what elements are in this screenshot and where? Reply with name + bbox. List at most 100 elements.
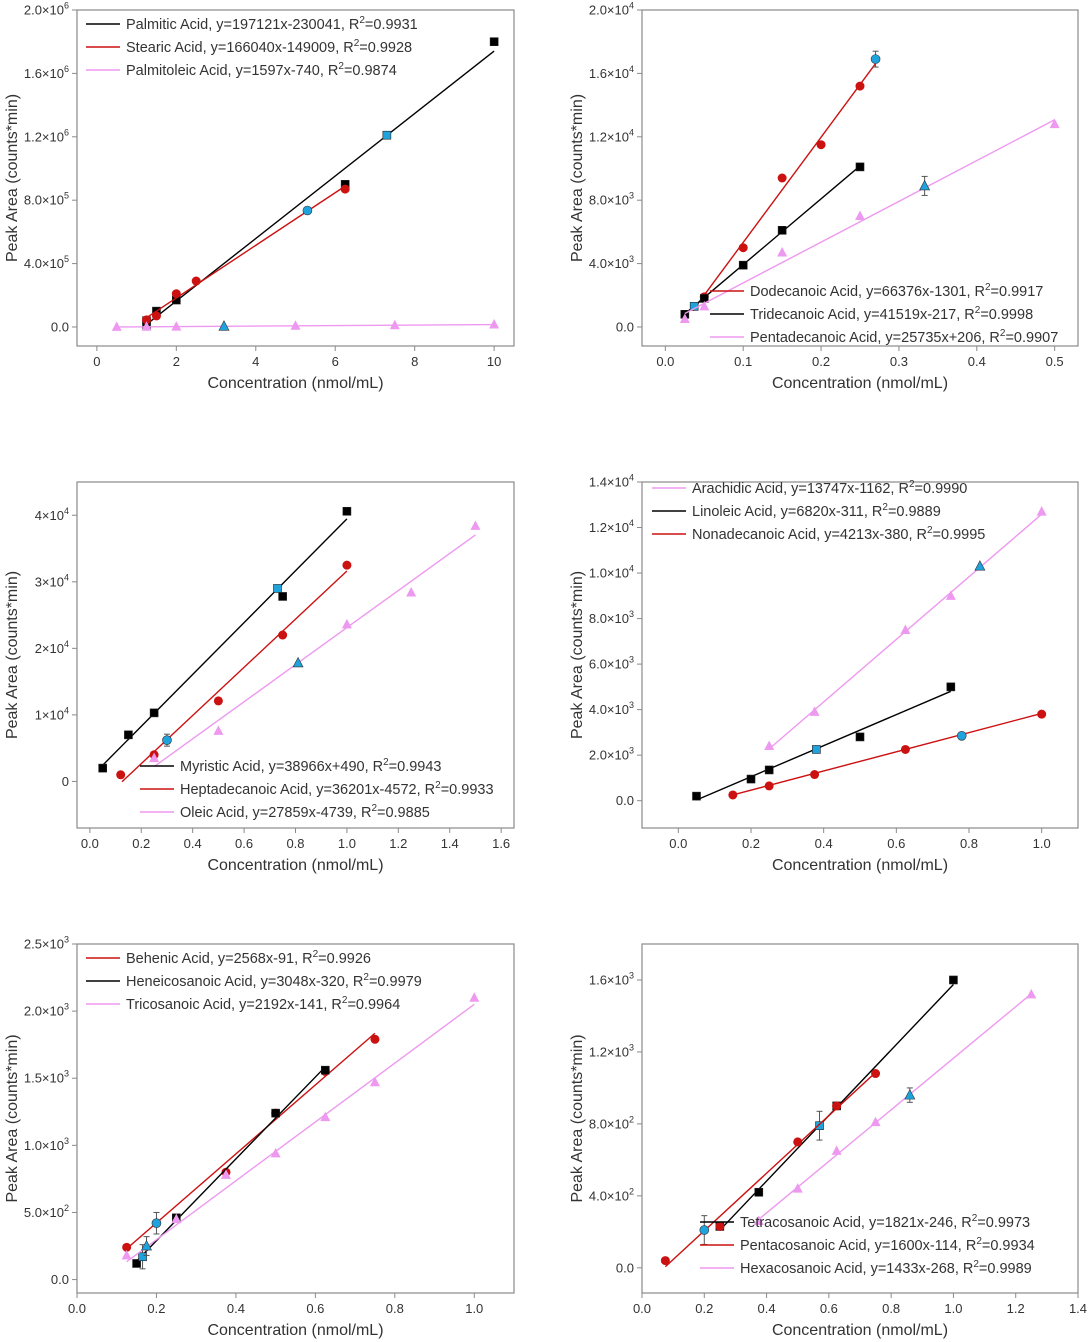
y-tick-label: 1.2×106: [24, 127, 69, 144]
legend-label: Tricosanoic Acid, y=2192x-141, R2=0.9964: [126, 995, 400, 1013]
chart-panel-3: 0.0 0.2 0.4 0.6 0.8 1.0 1.2 1.4 1.6 0 1×104 2×104 3×…: [4, 481, 515, 874]
data-point: [149, 708, 159, 718]
data-point: [470, 520, 481, 530]
sample-point: [812, 745, 821, 754]
x-tick-label: 0.8: [882, 1301, 900, 1316]
series-myristic-acid: [98, 506, 352, 773]
x-axis-label: Concentration (nmol/mL): [207, 1322, 383, 1339]
data-point: [270, 1147, 281, 1158]
x-tick-label: 0.0: [633, 1301, 651, 1316]
data-point: [142, 315, 152, 325]
data-point: [946, 682, 956, 692]
x-tick-label: 0.2: [147, 1301, 165, 1316]
data-point: [489, 319, 500, 329]
data-point: [900, 744, 910, 754]
data-point: [738, 260, 748, 270]
y-tick-label: 0.0: [51, 319, 69, 334]
data-point: [1036, 506, 1047, 516]
data-point: [855, 732, 865, 742]
data-point: [692, 791, 701, 801]
x-tick-label: 0.2: [695, 1301, 713, 1316]
legend-label: Heptadecanoic Acid, y=36201x-4572, R2=0.…: [180, 780, 494, 798]
data-point: [746, 774, 756, 784]
y-tick-label: 1.6×106: [24, 64, 69, 81]
data-point: [290, 320, 301, 330]
legend-label: Arachidic Acid, y=13747x-1162, R2=0.9990: [692, 479, 967, 497]
x-tick-label: 1.0: [1033, 836, 1051, 851]
data-point: [871, 1069, 881, 1079]
data-point: [900, 624, 911, 634]
sample-point: [919, 179, 931, 191]
y-tick-label: 2.0×103: [589, 746, 634, 763]
sample-point: [141, 1239, 153, 1251]
x-tick-label: 0.3: [890, 354, 908, 369]
x-tick-label: 0.4: [758, 1301, 776, 1316]
y-tick-label: 2.0×106: [24, 1, 69, 18]
legend-label: Pentacosanoic Acid, y=1600x-114, R2=0.99…: [740, 1236, 1035, 1254]
x-tick-label: 1.2: [389, 836, 407, 851]
data-point: [679, 313, 690, 324]
data-point: [132, 1259, 141, 1268]
data-point: [809, 706, 820, 716]
y-tick-label: 1.4×104: [589, 473, 634, 490]
x-tick-label: 0.5: [1046, 354, 1064, 369]
y-tick-label: 8.0×105: [24, 191, 69, 208]
y-tick-label: 8.0×103: [589, 191, 634, 208]
y-tick-label: 1×104: [35, 705, 69, 722]
x-tick-label: 1.4: [441, 836, 459, 851]
data-point: [793, 1137, 803, 1147]
x-tick-label: 0.6: [306, 1301, 324, 1316]
data-point: [754, 1187, 764, 1197]
fit-line: [136, 1066, 326, 1262]
data-point: [489, 37, 499, 46]
x-tick-label: 8: [411, 354, 418, 369]
data-point: [278, 592, 287, 601]
y-tick-label: 2.0×104: [589, 1, 634, 18]
y-tick-label: 2.5×103: [24, 935, 69, 952]
y-tick-label: 1.2×103: [589, 1042, 634, 1059]
series-pentadecanoic-acid: [679, 118, 1060, 324]
data-point: [855, 210, 865, 221]
y-tick-label: 8.0×102: [589, 1114, 634, 1131]
data-point: [1049, 118, 1060, 129]
chart-panel-2: 0.0 0.1 0.2 0.3 0.4 0.5 0.0 4.0×103 8.0×103 1.2×1…: [569, 1, 1079, 392]
data-point: [340, 184, 350, 194]
sample-point: [956, 731, 967, 741]
series-tricosanoic-acid: [121, 992, 480, 1263]
y-tick-label: 1.2×104: [589, 518, 634, 535]
data-point: [870, 1116, 881, 1127]
legend-label: Myristic Acid, y=38966x+490, R2=0.9943: [180, 757, 442, 775]
series-heptadecanoic-acid: [116, 560, 352, 783]
x-tick-label: 4: [252, 354, 259, 369]
data-point: [141, 321, 152, 331]
legend-label: Linoleic Acid, y=6820x-311, R2=0.9889: [692, 502, 941, 520]
y-axis-label: Peak Area (counts*min): [4, 94, 21, 262]
legend: Tetracosanoic Acid, y=1821x-246, R2=0.99…: [700, 1213, 1035, 1277]
chart-panel-1: 0 2 4 6 8 10 0.0 4.0×105 8.0×105 1.2×106 1.6×106 2.…: [4, 1, 515, 392]
x-tick-label: 10: [487, 354, 501, 369]
sample-point: [138, 1252, 147, 1262]
x-tick-label: 0.6: [820, 1301, 838, 1316]
fit-line: [116, 323, 495, 328]
fit-line: [684, 119, 1055, 315]
legend: Arachidic Acid, y=13747x-1162, R2=0.9990…: [652, 479, 985, 543]
y-axis-label: Peak Area (counts*min): [4, 571, 21, 739]
plot-frame: [76, 481, 515, 829]
y-axis-label: Peak Area (counts*min): [569, 94, 586, 262]
series-palmitoleic-acid: [111, 319, 500, 331]
data-point: [389, 319, 400, 330]
x-tick-label: 1.4: [1069, 1301, 1087, 1316]
legend: Palmitic Acid, y=197121x-230041, R2=0.99…: [86, 15, 418, 79]
legend-label: Oleic Acid, y=27859x-4739, R2=0.9885: [180, 803, 430, 821]
plot-frame: [641, 943, 1079, 1294]
fit-line: [684, 165, 861, 315]
fit-line: [732, 712, 1042, 796]
legend-label: Palmitoleic Acid, y=1597x-740, R2=0.9874: [126, 61, 397, 79]
sample-point: [292, 656, 304, 668]
fit-line: [153, 534, 476, 768]
series-oleic-acid: [149, 520, 481, 768]
legend-label: Tridecanoic Acid, y=41519x-217, R2=0.999…: [750, 305, 1033, 323]
data-point: [369, 1076, 380, 1087]
x-axis-label: Concentration (nmol/mL): [772, 857, 948, 874]
legend-label: Dodecanoic Acid, y=66376x-1301, R2=0.991…: [750, 282, 1043, 300]
